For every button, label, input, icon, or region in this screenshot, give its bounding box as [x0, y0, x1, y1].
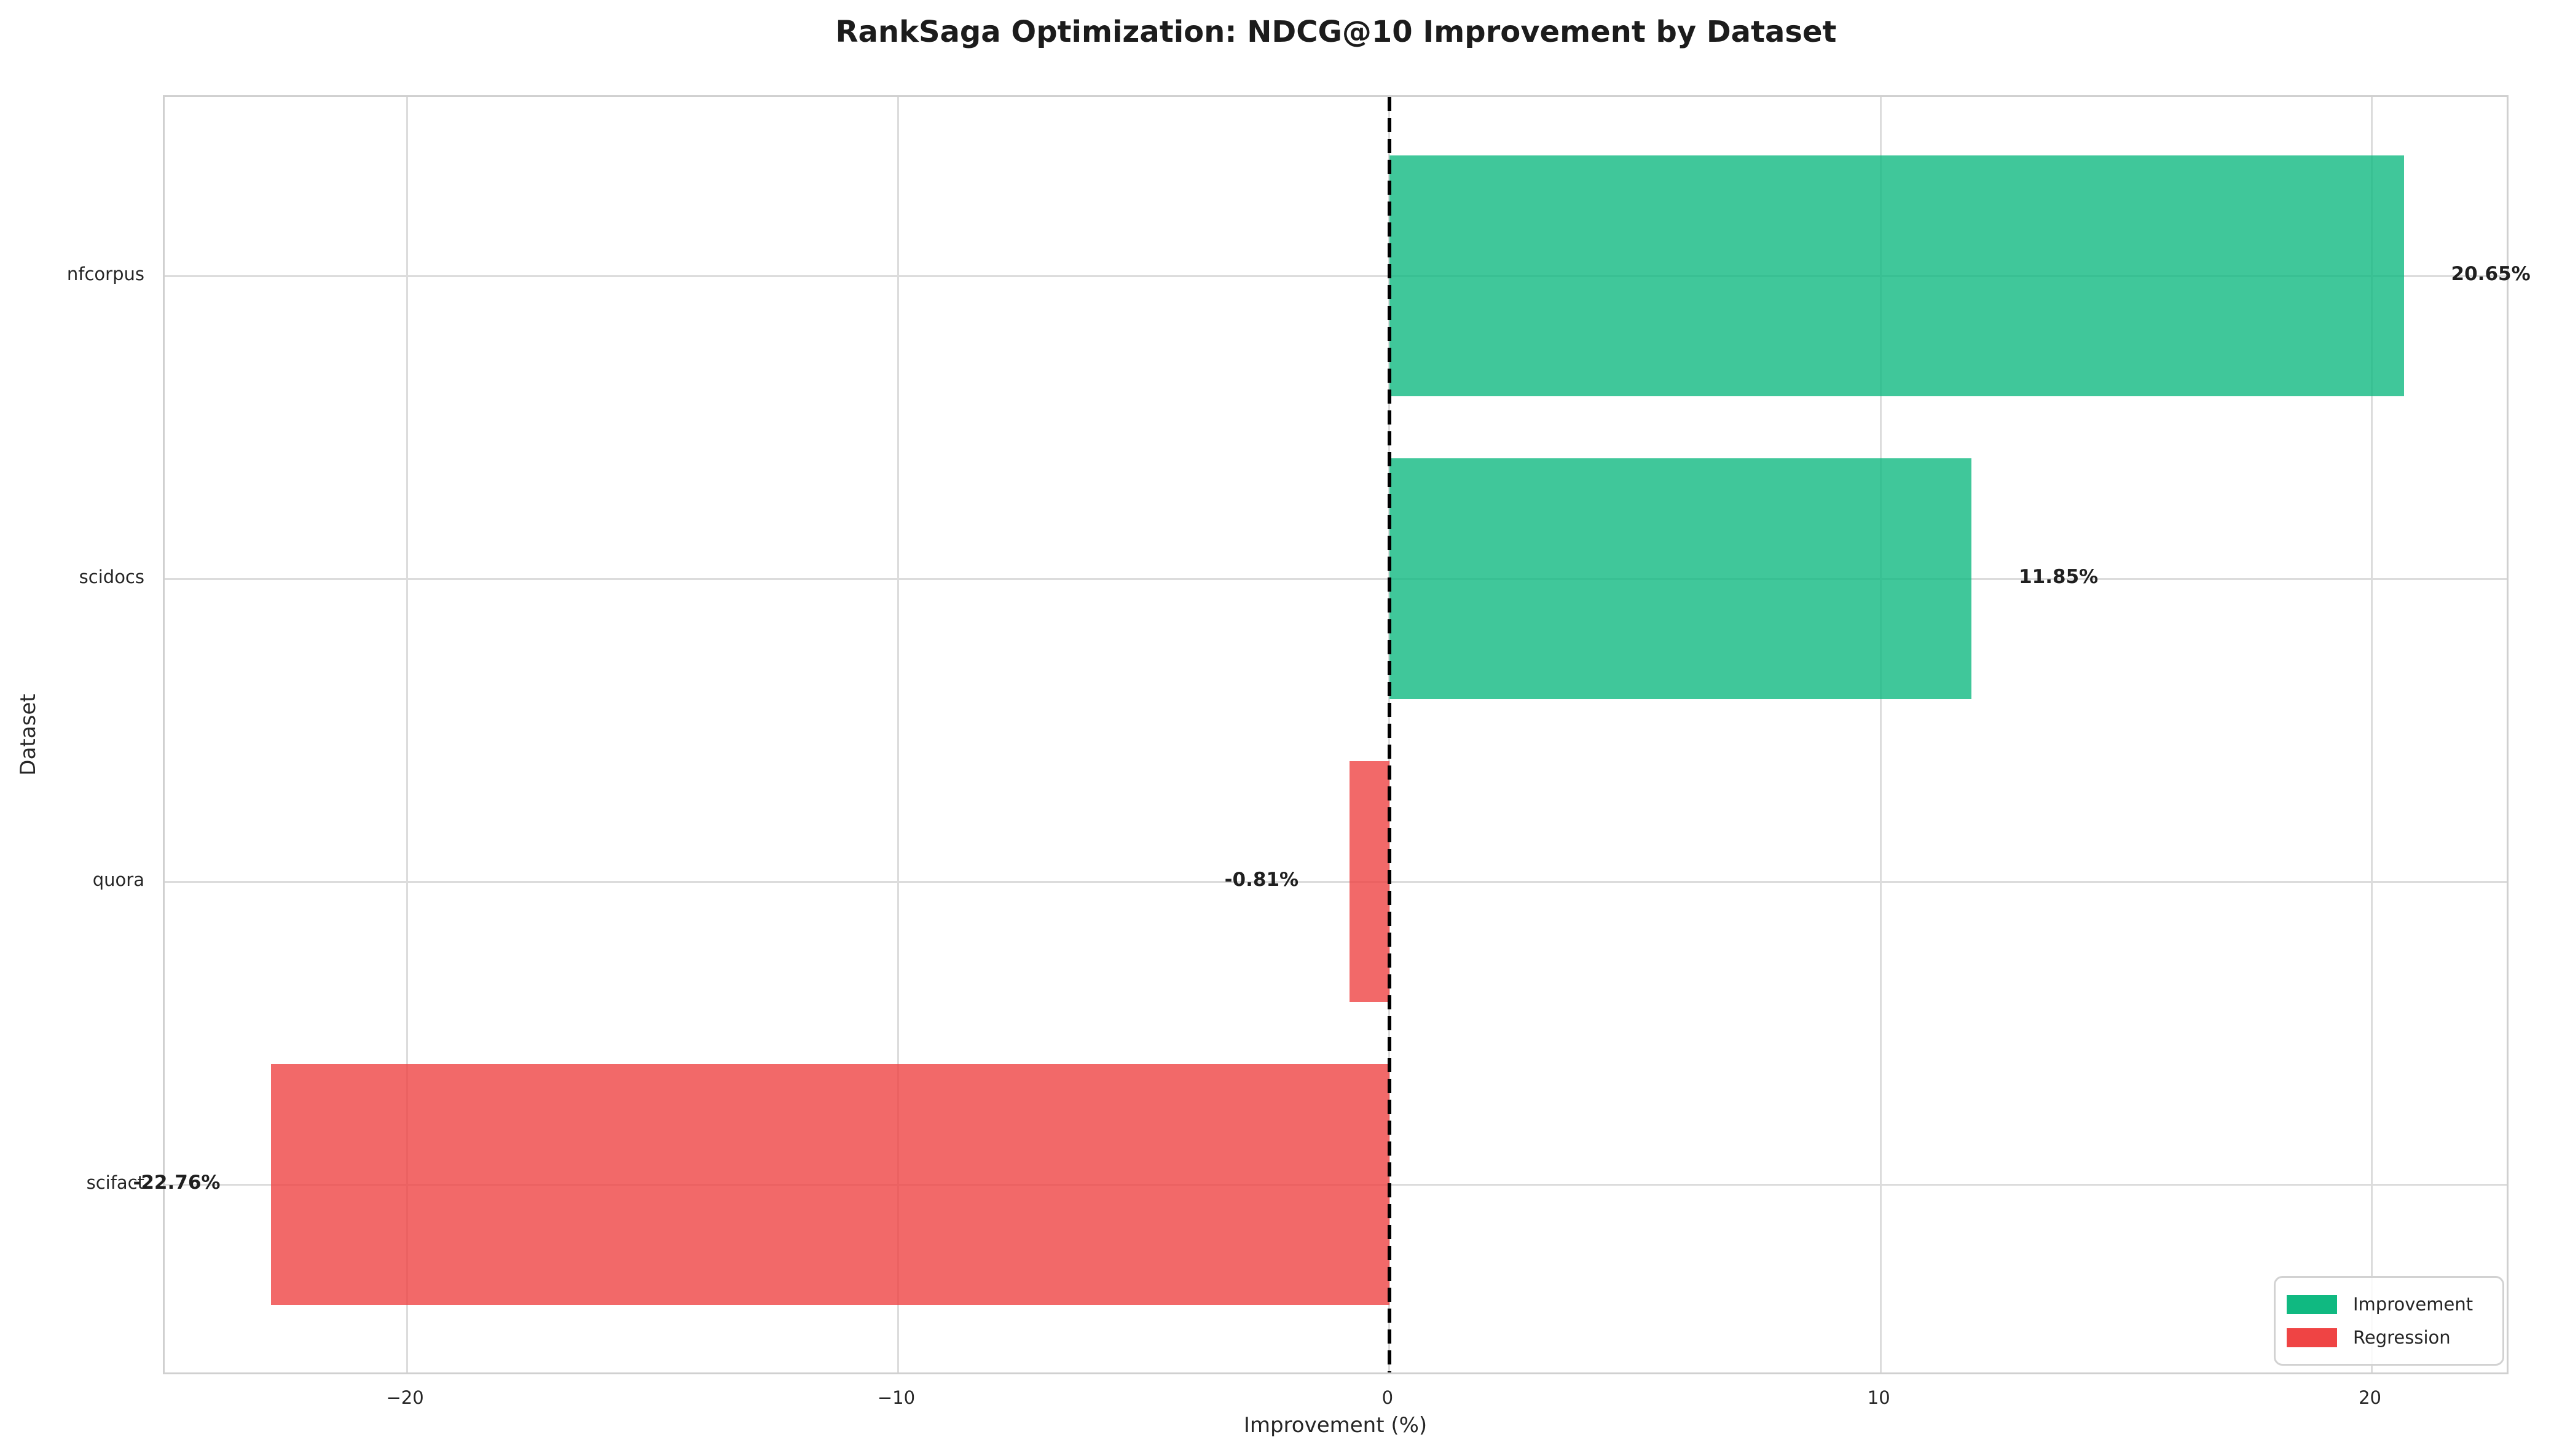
y-tick-label-scifact: scifact — [86, 1172, 144, 1193]
legend-item: Improvement — [2287, 1294, 2491, 1315]
x-tick-label: 0 — [1381, 1387, 1394, 1408]
bar-scidocs — [1389, 458, 1972, 699]
x-tick-label: −10 — [877, 1387, 916, 1408]
legend-label: Improvement — [2353, 1294, 2473, 1315]
x-tick-label: −20 — [386, 1387, 424, 1408]
x-gridline — [1879, 97, 1882, 1372]
bar-scifact — [271, 1064, 1389, 1305]
bar-value-label-scifact: -22.76% — [133, 1172, 221, 1194]
y-tick-label-scidocs: scidocs — [79, 566, 144, 587]
legend: Improvement Regression — [2274, 1276, 2504, 1366]
x-axis-label: Improvement (%) — [1243, 1413, 1428, 1438]
chart-title: RankSaga Optimization: NDCG@10 Improveme… — [835, 15, 1837, 49]
bar-quora — [1350, 761, 1389, 1002]
y-gridline — [165, 275, 2507, 277]
legend-swatch — [2287, 1294, 2337, 1314]
bar-nfcorpus — [1389, 155, 2404, 396]
y-tick-label-quora: quora — [92, 869, 144, 890]
bar-value-label-quora: -0.81% — [1224, 869, 1299, 891]
y-tick-label-nfcorpus: nfcorpus — [66, 264, 144, 284]
plot-area — [163, 95, 2509, 1374]
y-gridline — [165, 880, 2507, 883]
x-gridline — [406, 97, 408, 1372]
bar-value-label-nfcorpus: 20.65% — [2451, 263, 2531, 285]
bar-value-label-scidocs: 11.85% — [2019, 566, 2099, 588]
x-gridline — [897, 97, 899, 1372]
legend-item: Regression — [2287, 1327, 2491, 1348]
y-axis-label: Dataset — [16, 694, 41, 776]
y-gridline — [165, 577, 2507, 580]
legend-label: Regression — [2353, 1327, 2451, 1348]
x-tick-label: 20 — [2359, 1387, 2382, 1408]
legend-swatch — [2287, 1328, 2337, 1347]
x-tick-label: 10 — [1867, 1387, 1890, 1408]
x-gridline — [2371, 97, 2373, 1372]
zero-reference-line — [1387, 97, 1391, 1372]
